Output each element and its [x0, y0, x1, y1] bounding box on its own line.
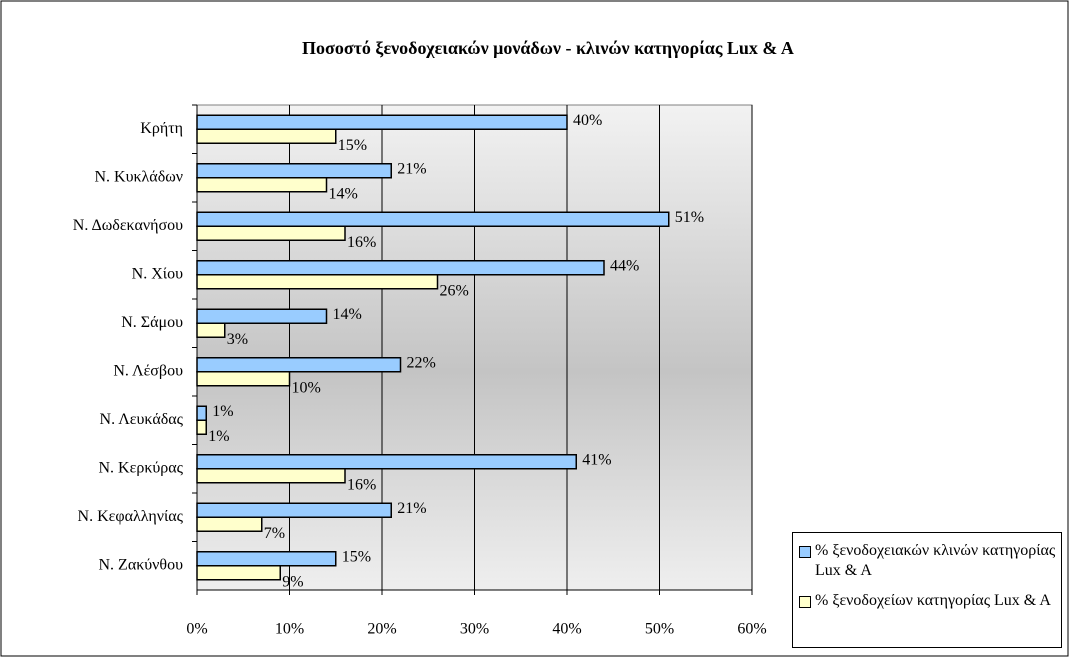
- y-tick-label: Ν. Σάμου: [121, 314, 183, 331]
- data-label: 14%: [333, 306, 362, 323]
- data-label: 22%: [407, 354, 436, 371]
- data-label: 40%: [573, 112, 602, 129]
- data-label: 26%: [440, 282, 469, 299]
- y-tick-label: Ν. Λευκάδας: [100, 411, 184, 428]
- bar: [196, 177, 328, 193]
- bar: [196, 322, 226, 338]
- y-tick-label: Ν. Λέσβου: [113, 362, 183, 379]
- x-tick-label: 20%: [367, 621, 396, 638]
- y-tick-label: Ν. Κεφαλληνίας: [78, 508, 184, 525]
- bar: [196, 114, 568, 130]
- bar: [196, 260, 605, 276]
- data-label: 15%: [342, 548, 371, 565]
- data-label: 9%: [282, 573, 303, 590]
- bar: [196, 454, 577, 470]
- bar: [196, 468, 346, 484]
- bar: [196, 274, 439, 290]
- legend-item: % ξενοδοχείων κατηγορίας Lux & A: [799, 591, 1061, 611]
- x-tick-label: 30%: [460, 621, 489, 638]
- bar: [196, 211, 670, 227]
- data-label: 1%: [208, 428, 229, 445]
- legend-label: % ξενοδοχειακών κλινών κατηγορίας Lux & …: [815, 542, 1056, 579]
- data-label: 14%: [329, 185, 358, 202]
- data-label: 16%: [347, 234, 376, 251]
- y-tick-label: Ν. Ζακύνθου: [98, 556, 183, 573]
- x-tick-label: 60%: [737, 621, 766, 638]
- data-label: 44%: [610, 257, 639, 274]
- chart-title: Ποσοστό ξενοδοχειακών μονάδων - κλινών κ…: [302, 38, 794, 59]
- x-tick-label: 10%: [275, 621, 304, 638]
- legend-swatch: [799, 596, 811, 608]
- bar: [196, 357, 402, 373]
- data-label: 16%: [347, 476, 376, 493]
- x-tick-label: 40%: [552, 621, 581, 638]
- bar: [196, 163, 392, 179]
- x-tick-label: 50%: [645, 621, 674, 638]
- bar: [196, 405, 207, 421]
- y-tick-label: Κρήτη: [140, 120, 183, 137]
- data-label: 21%: [397, 500, 426, 517]
- bar: [196, 502, 392, 518]
- data-label: 3%: [227, 331, 248, 348]
- bar: [196, 371, 291, 387]
- y-tick-label: Ν. Δωδεκανήσου: [73, 217, 183, 234]
- data-label: 21%: [397, 160, 426, 177]
- legend-label: % ξενοδοχείων κατηγορίας Lux & A: [815, 592, 1051, 609]
- bar: [196, 565, 281, 581]
- bar: [196, 308, 328, 324]
- bar: [196, 516, 263, 532]
- bar: [196, 128, 337, 144]
- data-label: 1%: [212, 403, 233, 420]
- y-tick-label: Ν. Κυκλάδων: [94, 168, 183, 185]
- legend-item: % ξενοδοχειακών κλινών κατηγορίας Lux & …: [799, 541, 1061, 581]
- data-label: 10%: [292, 379, 321, 396]
- data-label: 41%: [582, 451, 611, 468]
- data-label: 51%: [675, 209, 704, 226]
- bar: [196, 551, 337, 567]
- y-tick-label: Ν. Κερκύρας: [99, 459, 184, 476]
- legend: % ξενοδοχειακών κλινών κατηγορίας Lux & …: [792, 532, 1062, 648]
- bar: [196, 419, 207, 435]
- legend-swatch: [799, 546, 811, 558]
- y-tick-label: Ν. Χίου: [132, 265, 183, 282]
- data-label: 7%: [264, 525, 285, 542]
- data-label: 15%: [338, 137, 367, 154]
- x-tick-label: 0%: [186, 621, 207, 638]
- bar: [196, 225, 346, 241]
